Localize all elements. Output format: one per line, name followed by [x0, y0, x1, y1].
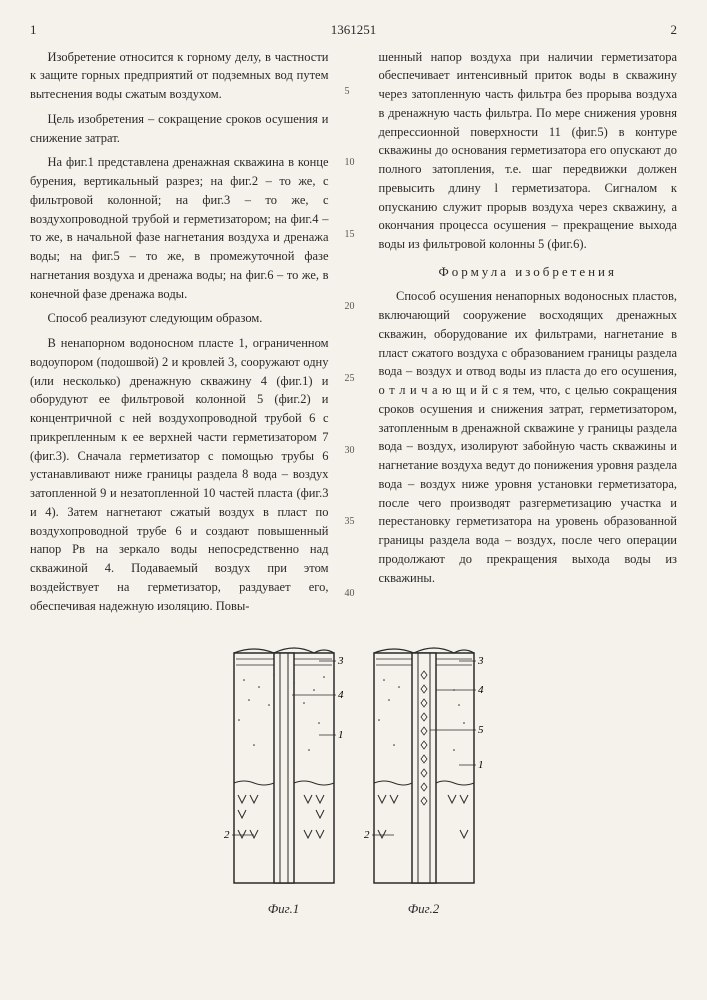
left-column: Изобретение относится к горному делу, в …	[30, 48, 329, 622]
figure-2-caption: Фиг.2	[364, 899, 484, 919]
fig-label-3: 3	[337, 655, 344, 667]
line-num: 30	[345, 443, 363, 458]
figure-2-svg: 3 4 5 1 2	[364, 635, 484, 895]
para: Способ осушения ненапорных водоносных пл…	[379, 287, 678, 587]
fig-label-2: 2	[224, 829, 230, 841]
figure-1: 3 4 1 2 Фиг.1	[224, 635, 344, 919]
figure-2: 3 4 5 1 2 Фиг.2	[364, 635, 484, 919]
page-header: 1 1361251 2	[30, 20, 677, 40]
figure-1-caption: Фиг.1	[224, 899, 344, 919]
page-number-left: 1	[30, 20, 37, 40]
line-num: 15	[345, 227, 363, 242]
document-number: 1361251	[331, 20, 377, 40]
line-num: 40	[345, 586, 363, 601]
svg-text:1: 1	[478, 759, 484, 771]
line-number-gutter: 5 10 15 20 25 30 35 40	[345, 48, 363, 622]
para: Изобретение относится к горному делу, в …	[30, 48, 329, 104]
formula-heading: Формула изобретения	[379, 262, 678, 282]
line-num: 5	[345, 84, 363, 99]
para: В ненапорном водоносном пласте 1, ограни…	[30, 334, 329, 615]
figures-row: 3 4 1 2 Фиг.1	[30, 635, 677, 919]
fig-label-4: 4	[338, 689, 344, 701]
para: Цель изобретения – сокращение сроков осу…	[30, 110, 329, 148]
line-num: 35	[345, 514, 363, 529]
figure-1-svg: 3 4 1 2	[224, 635, 344, 895]
svg-text:5: 5	[478, 724, 484, 736]
text-columns: Изобретение относится к горному делу, в …	[30, 48, 677, 622]
page-number-right: 2	[671, 20, 678, 40]
line-num: 25	[345, 371, 363, 386]
svg-text:2: 2	[364, 829, 370, 841]
line-num: 10	[345, 155, 363, 170]
fig-label-1: 1	[338, 729, 344, 741]
para: Способ реализуют следующим образом.	[30, 309, 329, 328]
right-column: шенный напор воздуха при наличии гермети…	[379, 48, 678, 622]
svg-text:4: 4	[478, 684, 484, 696]
para: шенный напор воздуха при наличии гермети…	[379, 48, 678, 254]
svg-text:3: 3	[477, 655, 484, 667]
para: На фиг.1 представлена дренажная скважина…	[30, 153, 329, 303]
line-num: 20	[345, 299, 363, 314]
